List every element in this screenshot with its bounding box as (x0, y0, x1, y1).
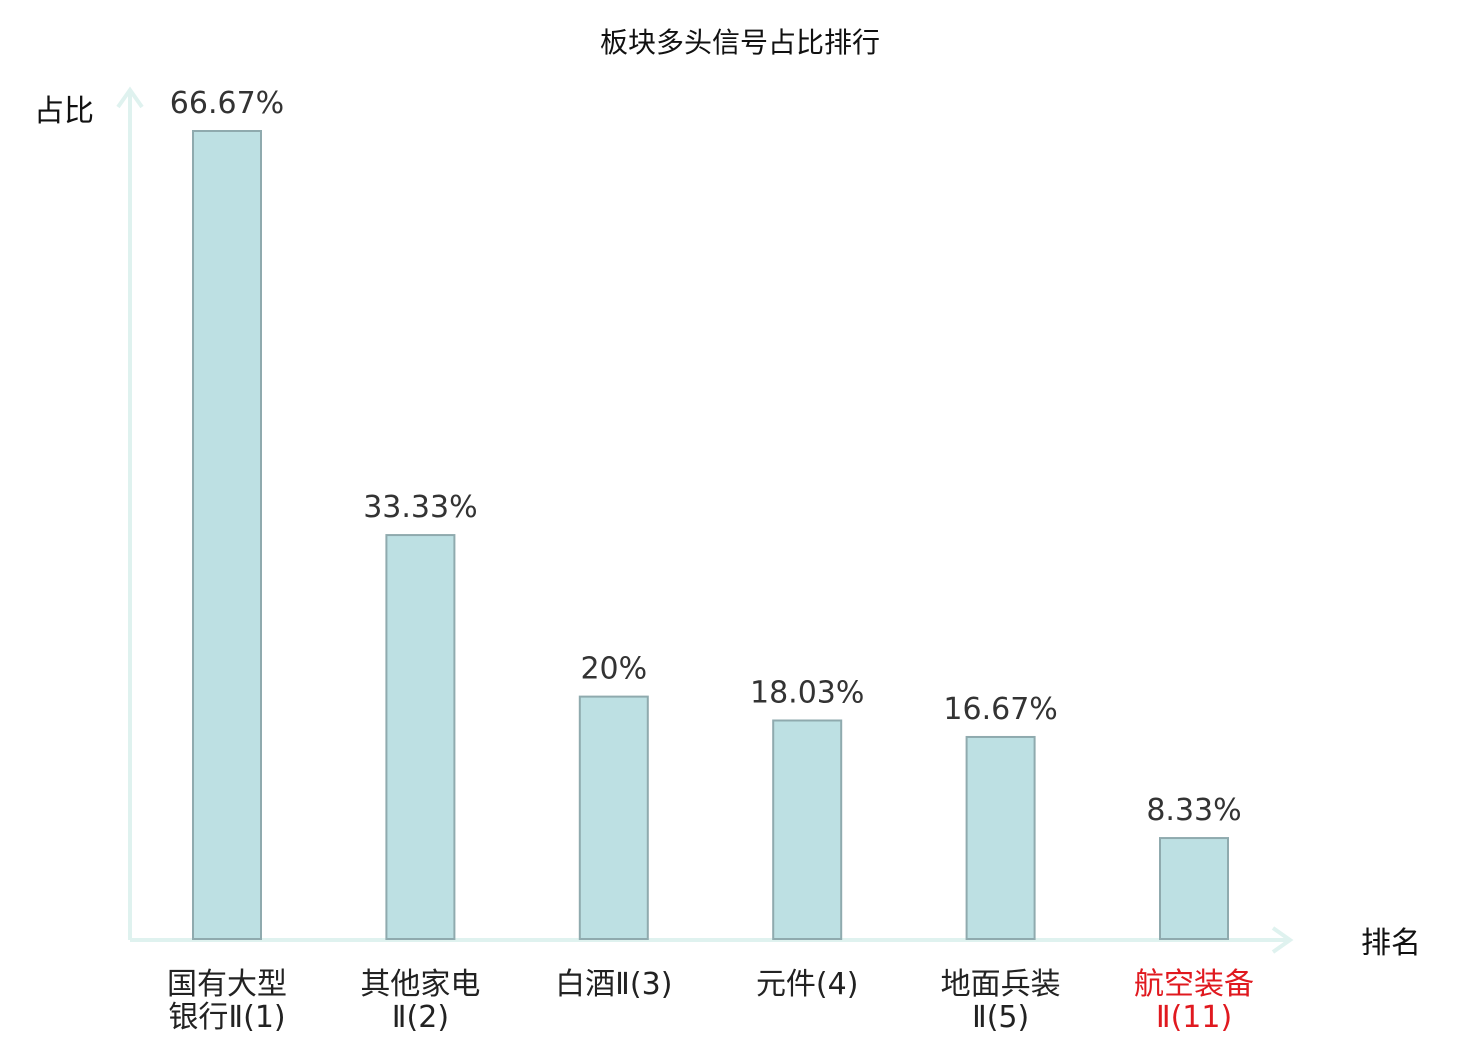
x-tick-label: 航空装备 (1134, 967, 1254, 1002)
data-label: 20% (580, 652, 647, 687)
x-tick-label: 白酒Ⅱ(3) (555, 967, 672, 1002)
axes (116, 86, 1294, 954)
x-tick-label-line2: 银行Ⅱ(1) (168, 1000, 285, 1035)
bar (965, 735, 1036, 941)
x-tick-label-line2: Ⅱ(5) (972, 1000, 1029, 1035)
bar (578, 695, 649, 940)
y-axis-arrow (116, 86, 144, 109)
x-tick-label: 其他家电 (360, 967, 480, 1002)
chart-title: 板块多头信号占比排行 (600, 26, 880, 59)
x-axis-label: 排名 (1361, 926, 1421, 961)
y-axis-label: 占比 (34, 94, 94, 129)
bar (385, 534, 456, 940)
data-label: 18.03% (750, 675, 864, 710)
data-label: 8.33% (1146, 793, 1241, 828)
data-label: 16.67% (943, 692, 1057, 727)
value-label-group: 66.67% 33.33% 20% 18.03% 16.67% 8.33% (170, 86, 1242, 828)
x-tick-label-line2: Ⅱ(2) (392, 1000, 449, 1035)
bar (1159, 837, 1229, 941)
bar (192, 130, 262, 940)
x-tick-label-line2: Ⅱ(11) (1156, 1000, 1232, 1035)
bar-group (192, 130, 1229, 941)
x-axis-arrow (1271, 926, 1294, 954)
x-tick-label: 地面兵装 (941, 967, 1061, 1002)
bar (772, 719, 843, 940)
data-label: 33.33% (363, 490, 477, 525)
x-tick-label: 元件(4) (756, 967, 859, 1002)
data-label: 66.67% (170, 86, 284, 121)
x-tick-label: 国有大型 (167, 967, 287, 1002)
